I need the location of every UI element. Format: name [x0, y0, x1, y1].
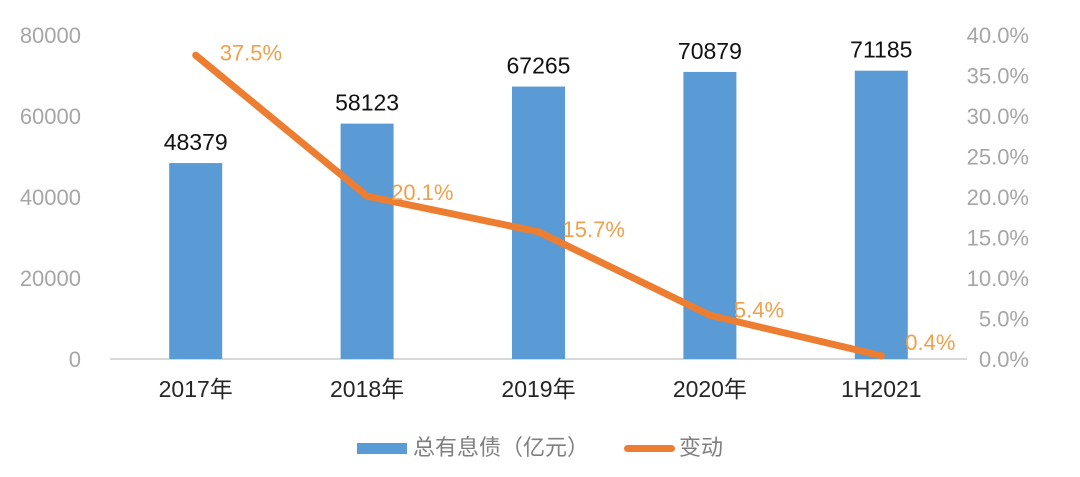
right-axis-tick-label: 10.0%: [967, 266, 1029, 291]
right-axis-tick-label: 20.0%: [967, 185, 1029, 210]
bar-value-label: 58123: [335, 90, 399, 116]
line-series-legend-label: 变动: [679, 435, 724, 460]
right-axis-tick-label: 30.0%: [967, 104, 1029, 129]
left-axis-tick-label: 60000: [20, 104, 81, 129]
right-axis-tick-label: 25.0%: [967, 145, 1029, 170]
right-axis-tick-label: 15.0%: [967, 226, 1029, 251]
bar-2019年: [512, 86, 565, 359]
x-axis-category-label: 2019年: [501, 376, 575, 402]
chart-legend: 总有息债（亿元） 变动: [0, 435, 1080, 461]
right-axis-tick-label: 5.0%: [979, 307, 1029, 332]
legend-item-line-series: 变动: [624, 435, 723, 461]
right-axis-tick-label: 0.0%: [979, 347, 1029, 372]
x-axis-category-label: 2020年: [673, 376, 747, 402]
change-line: [192, 51, 885, 360]
line-value-label: 20.1%: [391, 180, 453, 205]
bar-2017年: [169, 163, 223, 359]
right-axis-tick-label: 35.0%: [967, 64, 1029, 89]
bar-2018年: [340, 123, 394, 359]
left-axis-tick-label: 80000: [20, 23, 81, 48]
legend-item-bar-series: 总有息债（亿元）: [356, 435, 589, 461]
x-axis-category-label: 1H2021: [841, 376, 922, 402]
bar-1H2021: [854, 70, 908, 360]
left-axis-tick-label: 20000: [20, 266, 81, 291]
bar-series-swatch-icon: [356, 442, 407, 454]
bar-series-legend-label: 总有息债（亿元）: [412, 435, 589, 460]
left-axis-tick-label: 0: [69, 347, 81, 372]
x-axis-category-label: 2017年: [159, 376, 233, 402]
line-value-label: 37.5%: [220, 40, 282, 65]
left-axis-tick-label: 40000: [20, 185, 81, 210]
bar-value-label: 48379: [164, 129, 228, 155]
line-value-label: 0.4%: [905, 330, 955, 355]
line-value-label: 15.7%: [563, 217, 625, 242]
bar-value-label: 67265: [507, 53, 571, 79]
line-value-label: 5.4%: [734, 297, 784, 322]
x-axis-category-label: 2018年: [330, 376, 404, 402]
bar-value-label: 71185: [850, 37, 912, 63]
line-series-swatch-icon: [624, 444, 675, 452]
right-axis-tick-label: 40.0%: [967, 23, 1029, 48]
bar-value-label: 70879: [678, 38, 742, 64]
bar-2020年: [683, 71, 737, 359]
